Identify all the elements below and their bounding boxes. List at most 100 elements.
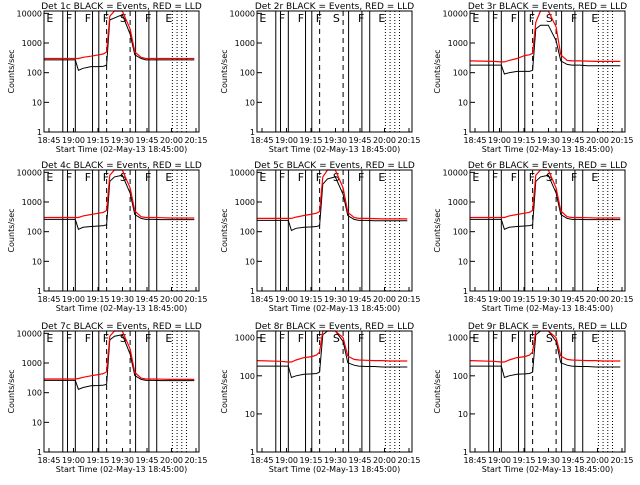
flag-label: F bbox=[103, 171, 109, 184]
y-tick-label: 100 bbox=[27, 389, 42, 398]
panel-3: E F F F S F E18:45 19:00 19:15 19:30 19:45 20:00 20:… bbox=[433, 2, 634, 154]
flag-label: F bbox=[66, 332, 72, 345]
y-tick-label: 10 bbox=[245, 98, 255, 107]
flag-label: F bbox=[85, 171, 91, 184]
x-axis-label: Start Time (02-May-13 18:45:00) bbox=[482, 465, 613, 474]
panel-6: E F F F S F E18:45 19:00 19:15 19:30 19:45 20:00 20:… bbox=[433, 161, 634, 313]
flag-label: F bbox=[279, 12, 285, 25]
y-tick-label: 10 bbox=[458, 98, 468, 107]
y-tick-label: 10 bbox=[32, 257, 42, 266]
x-tick-label: 19:45 bbox=[348, 136, 371, 145]
y-tick-label: 1000 bbox=[448, 39, 468, 48]
x-tick-label: 20:00 bbox=[586, 295, 609, 304]
x-axis-label: Start Time (02-May-13 18:45:00) bbox=[269, 304, 400, 313]
flag-label: E bbox=[378, 332, 385, 345]
flag-label: S bbox=[333, 171, 340, 184]
x-tick-label: 20:15 bbox=[397, 456, 420, 465]
plot-frame bbox=[43, 10, 200, 133]
x-tick-label: 20:15 bbox=[610, 136, 633, 145]
y-tick-label: 1 bbox=[250, 287, 255, 296]
x-tick-label: 19:15 bbox=[86, 295, 109, 304]
flag-label: E bbox=[259, 332, 266, 345]
x-tick-label: 19:45 bbox=[561, 456, 584, 465]
x-tick-label: 19:30 bbox=[111, 136, 134, 145]
y-axis-label: Counts/sec bbox=[220, 208, 229, 252]
flag-label: F bbox=[316, 171, 322, 184]
y-tick-label: 100 bbox=[27, 69, 42, 78]
y-tick-label: 10000 bbox=[17, 9, 42, 18]
flag-label: F bbox=[316, 12, 322, 25]
flag-label: E bbox=[472, 12, 479, 25]
flag-label: F bbox=[511, 332, 517, 345]
x-tick-label: 19:00 bbox=[62, 456, 85, 465]
y-tick-label: 100 bbox=[453, 69, 468, 78]
y-tick-label: 1000 bbox=[235, 39, 255, 48]
x-tick-label: 19:15 bbox=[512, 295, 535, 304]
y-tick-label: 1000 bbox=[22, 39, 42, 48]
x-tick-label: 20:00 bbox=[373, 136, 396, 145]
series-events-line bbox=[470, 174, 621, 230]
x-tick-label: 19:15 bbox=[86, 136, 109, 145]
flag-label: E bbox=[165, 171, 172, 184]
y-axis-label: Counts/sec bbox=[220, 369, 229, 413]
x-tick-label: 19:45 bbox=[561, 295, 584, 304]
chart-title: Det 7c BLACK = Events, RED = LLD bbox=[41, 322, 202, 332]
x-tick-label: 19:30 bbox=[537, 295, 560, 304]
flag-label: F bbox=[279, 332, 285, 345]
plot-frame bbox=[256, 330, 413, 453]
chart-title: Det 2r BLACK = Events, RED = LLD bbox=[255, 2, 414, 12]
y-tick-label: 10 bbox=[458, 257, 468, 266]
y-tick-label: 10000 bbox=[230, 9, 255, 18]
x-tick-label: 18:45 bbox=[250, 456, 273, 465]
x-tick-label: 19:45 bbox=[135, 136, 158, 145]
flag-label: F bbox=[529, 12, 535, 25]
chart-title: Det 3r BLACK = Events, RED = LLD bbox=[468, 2, 627, 12]
y-tick-label: 100 bbox=[27, 228, 42, 237]
x-tick-label: 20:00 bbox=[373, 456, 396, 465]
x-tick-label: 18:45 bbox=[250, 136, 273, 145]
chart-title: Det 1c BLACK = Events, RED = LLD bbox=[41, 2, 202, 12]
y-tick-label: 10000 bbox=[17, 329, 42, 338]
flag-label: F bbox=[571, 12, 577, 25]
y-tick-label: 1000 bbox=[22, 359, 42, 368]
flag-label: F bbox=[529, 171, 535, 184]
x-axis-label: Start Time (02-May-13 18:45:00) bbox=[482, 145, 613, 154]
x-tick-label: 20:15 bbox=[184, 456, 207, 465]
x-tick-label: 19:15 bbox=[299, 136, 322, 145]
x-tick-label: 20:15 bbox=[610, 456, 633, 465]
y-tick-label: 1 bbox=[37, 128, 42, 137]
flag-label: E bbox=[46, 332, 53, 345]
y-tick-label: 10 bbox=[245, 410, 255, 419]
chart-title: Det 6r BLACK = Events, RED = LLD bbox=[468, 161, 627, 171]
panel-1: E F F F S F E18:45 19:00 19:15 19:30 19:45 20:00 20:… bbox=[7, 2, 208, 154]
flag-label: E bbox=[472, 171, 479, 184]
x-tick-label: 19:30 bbox=[324, 136, 347, 145]
flag-label: E bbox=[46, 12, 53, 25]
x-tick-label: 20:15 bbox=[397, 295, 420, 304]
x-tick-label: 19:00 bbox=[275, 456, 298, 465]
flag-label: F bbox=[145, 12, 151, 25]
x-tick-label: 19:45 bbox=[561, 136, 584, 145]
x-tick-label: 19:45 bbox=[348, 295, 371, 304]
plot-frame bbox=[256, 10, 413, 133]
flag-label: E bbox=[165, 12, 172, 25]
series-events-line bbox=[44, 14, 195, 71]
flag-label: E bbox=[46, 171, 53, 184]
flag-label: F bbox=[145, 332, 151, 345]
y-tick-label: 1000 bbox=[235, 334, 255, 343]
flag-label: F bbox=[298, 12, 304, 25]
y-tick-label: 10 bbox=[245, 257, 255, 266]
x-tick-label: 20:00 bbox=[586, 136, 609, 145]
flag-label: F bbox=[298, 332, 304, 345]
panel-9: E F F F S F E18:45 19:00 19:15 19:30 19:45 20:00 20:… bbox=[433, 322, 634, 474]
x-tick-label: 19:15 bbox=[86, 456, 109, 465]
x-tick-label: 19:30 bbox=[111, 456, 134, 465]
series-events-line bbox=[470, 24, 621, 75]
flag-label: E bbox=[472, 332, 479, 345]
x-axis-label: Start Time (02-May-13 18:45:00) bbox=[56, 465, 187, 474]
chart-title: Det 4c BLACK = Events, RED = LLD bbox=[41, 161, 202, 171]
y-tick-label: 1 bbox=[463, 287, 468, 296]
flag-label: F bbox=[358, 12, 364, 25]
x-tick-label: 20:15 bbox=[184, 295, 207, 304]
